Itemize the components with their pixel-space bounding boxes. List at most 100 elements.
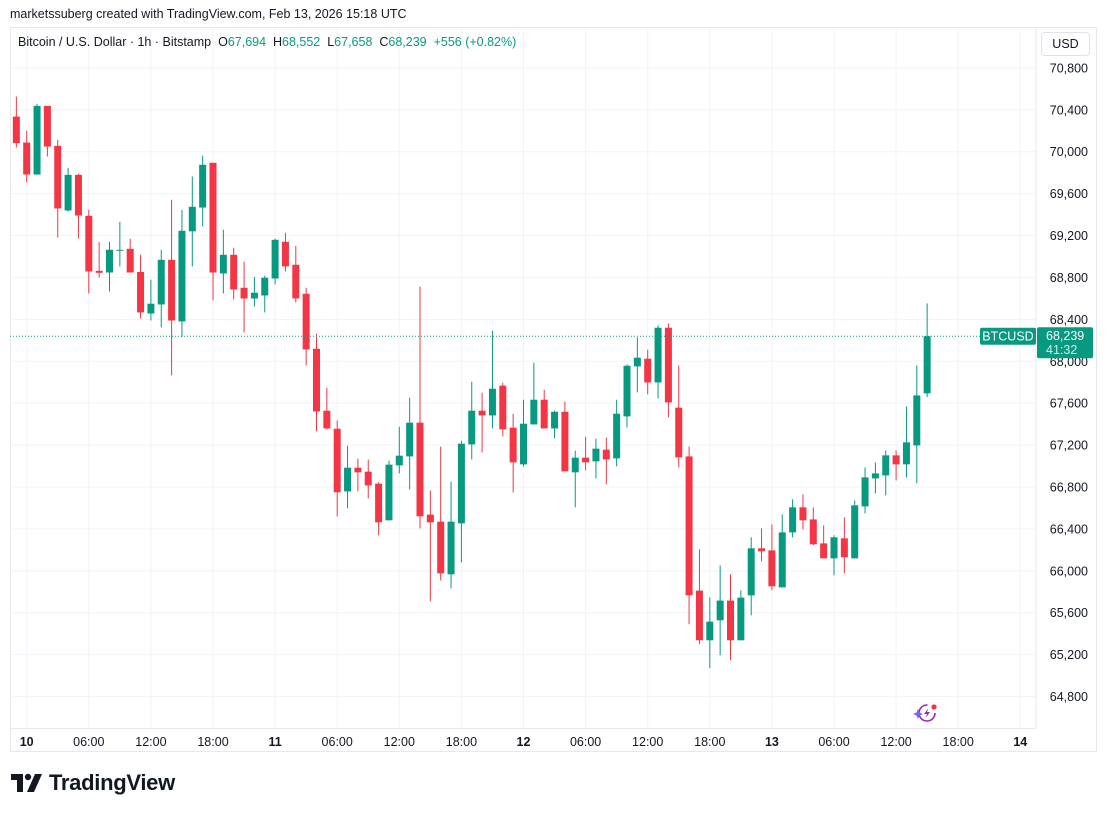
candle-up[interactable] (178, 209, 186, 338)
time-tick-label: 12 (517, 735, 531, 749)
candle-down[interactable] (168, 199, 176, 376)
candle-up[interactable] (830, 535, 838, 576)
candle-up[interactable] (64, 167, 72, 212)
candle-down[interactable] (561, 401, 569, 472)
candle-up[interactable] (250, 276, 258, 307)
candle-down[interactable] (675, 365, 683, 468)
candle-down[interactable] (426, 490, 434, 602)
candle-down[interactable] (478, 392, 486, 453)
candle-up[interactable] (33, 103, 41, 175)
candle-down[interactable] (685, 446, 693, 625)
candle-up[interactable] (199, 155, 207, 227)
candle-down[interactable] (727, 574, 734, 661)
candle-up[interactable] (551, 410, 559, 439)
candle-up[interactable] (385, 460, 393, 521)
candle-up[interactable] (261, 275, 269, 313)
candle-down[interactable] (137, 254, 145, 319)
candle-up[interactable] (913, 365, 921, 484)
candle-down[interactable] (230, 247, 238, 300)
alert-indicator-button[interactable] (913, 704, 937, 722)
tradingview-logo[interactable]: TradingView (11, 770, 175, 796)
candle-up[interactable] (530, 362, 538, 425)
candle-up[interactable] (188, 176, 196, 267)
candle-up[interactable] (488, 330, 496, 429)
candle-up[interactable] (716, 565, 724, 656)
candle-up[interactable] (747, 537, 755, 616)
candle-body (902, 442, 910, 465)
candle-up[interactable] (902, 406, 910, 478)
candle-down[interactable] (375, 482, 383, 536)
symbol-title[interactable]: Bitcoin / U.S. Dollar · 1h · Bitstamp (18, 35, 212, 49)
candle-down[interactable] (281, 232, 289, 272)
candle-down[interactable] (54, 139, 62, 238)
candle-down[interactable] (292, 245, 300, 303)
candle-down[interactable] (95, 241, 103, 278)
candle-up[interactable] (395, 426, 403, 474)
candle-up[interactable] (592, 438, 600, 479)
candle-up[interactable] (633, 337, 641, 393)
candle-up[interactable] (116, 221, 124, 267)
candle-down[interactable] (12, 96, 20, 148)
candle-up[interactable] (871, 462, 879, 494)
candle-down[interactable] (313, 333, 320, 432)
candle-down[interactable] (582, 436, 590, 471)
candle-up[interactable] (613, 399, 621, 467)
candle-down[interactable] (644, 349, 652, 395)
candle-down[interactable] (43, 105, 51, 157)
candle-down[interactable] (602, 437, 610, 485)
candle-down[interactable] (840, 517, 848, 574)
candle-down[interactable] (23, 130, 31, 183)
candle-up[interactable] (344, 445, 352, 509)
candle-down[interactable] (437, 446, 445, 581)
candle-up[interactable] (157, 249, 165, 328)
candle-up[interactable] (923, 303, 931, 398)
candle-body (426, 514, 434, 523)
candle-down[interactable] (416, 286, 424, 529)
time-axis[interactable]: 10 06:00 12:00 18:00 11 06:00 12:00 18:00 12 06:0… (20, 735, 1028, 749)
candle-up[interactable] (468, 381, 476, 460)
candle-up[interactable] (778, 514, 786, 588)
candle-up[interactable] (737, 590, 745, 641)
candle-down[interactable] (499, 382, 507, 437)
candle-up[interactable] (219, 229, 227, 294)
candle-down[interactable] (820, 525, 828, 559)
candle-down[interactable] (799, 494, 807, 530)
candle-up[interactable] (654, 325, 662, 399)
candle-down[interactable] (758, 528, 766, 562)
candle-up[interactable] (851, 500, 859, 559)
candle-down[interactable] (333, 420, 341, 517)
price-axis[interactable]: 70,800 70,400 70,000 69,600 69,200 68,800 68,4… (1050, 61, 1088, 704)
candle-up[interactable] (406, 397, 414, 490)
candle-down[interactable] (695, 549, 703, 645)
candle-down[interactable] (240, 261, 248, 333)
candle-down[interactable] (509, 413, 517, 493)
candle-up[interactable] (882, 450, 890, 496)
candle-down[interactable] (323, 387, 331, 430)
candle-down[interactable] (126, 238, 134, 273)
candle-down[interactable] (85, 209, 93, 294)
candle-up[interactable] (706, 597, 714, 669)
candle-down[interactable] (540, 389, 548, 429)
candle-down[interactable] (302, 287, 310, 366)
candle-up[interactable] (789, 499, 797, 538)
candle-down[interactable] (354, 458, 362, 492)
candle-up[interactable] (147, 279, 155, 321)
candle-down[interactable] (364, 459, 372, 499)
candle-up[interactable] (447, 481, 455, 589)
currency-button[interactable]: USD (1041, 32, 1090, 56)
candle-down[interactable] (74, 173, 82, 239)
candle-up[interactable] (106, 241, 113, 292)
candle-up[interactable] (520, 399, 527, 467)
candle-up[interactable] (861, 467, 869, 514)
candle-down[interactable] (768, 524, 776, 591)
candle-down[interactable] (209, 162, 217, 301)
candle-down[interactable] (664, 323, 672, 418)
candle-down[interactable] (892, 450, 900, 481)
candle-down[interactable] (809, 507, 817, 546)
candle-up[interactable] (457, 440, 465, 563)
candle-up[interactable] (571, 450, 579, 508)
candle-up[interactable] (271, 238, 279, 285)
candle-up[interactable] (623, 364, 631, 428)
price-tick-label: 67,600 (1050, 397, 1088, 411)
